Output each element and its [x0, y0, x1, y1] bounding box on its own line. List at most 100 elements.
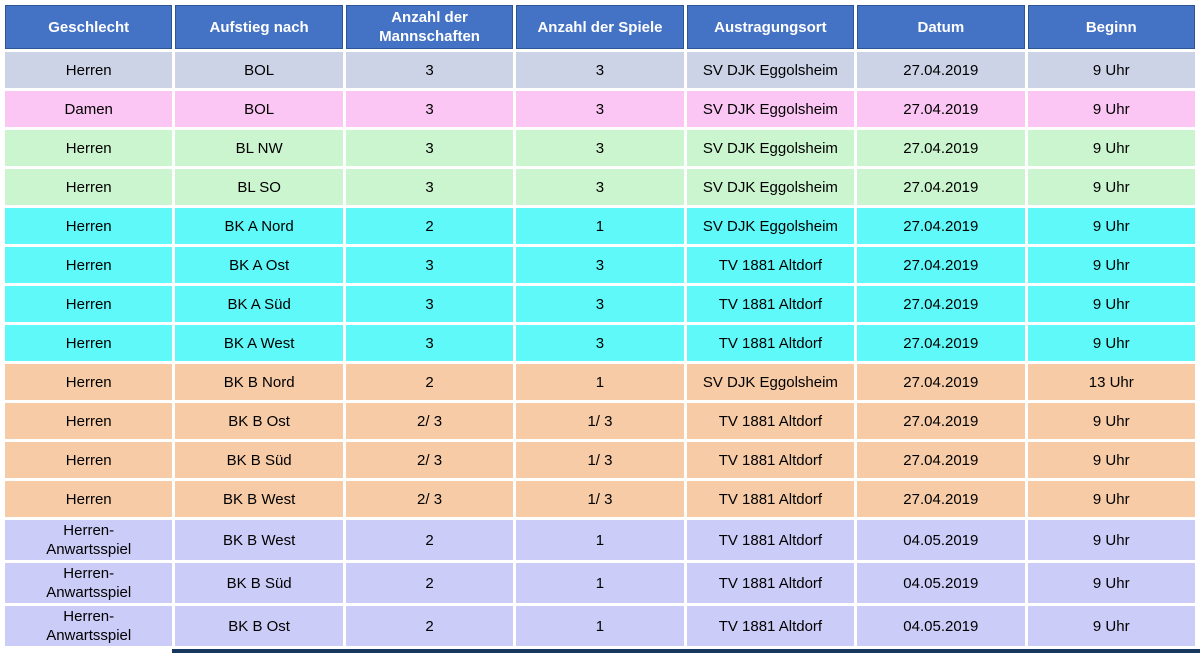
cell-datum: 04.05.2019	[857, 520, 1025, 560]
cell-austragungsort: SV DJK Eggolsheim	[686, 208, 855, 244]
cell-aufstieg-nach: BL NW	[175, 130, 343, 166]
cell-geschlecht: Herren- Anwartsspiel	[5, 606, 173, 646]
cell-anzahl-mannschaften: 2	[345, 208, 514, 244]
cell-anzahl-spiele: 3	[516, 130, 684, 166]
cell-datum: 04.05.2019	[857, 563, 1025, 603]
cell-beginn: 9 Uhr	[1027, 403, 1195, 439]
cell-datum: 27.04.2019	[857, 91, 1025, 127]
cell-aufstieg-nach: BL SO	[175, 169, 343, 205]
cell-datum: 27.04.2019	[857, 442, 1025, 478]
cell-geschlecht: Herren	[5, 481, 173, 517]
column-header-datum: Datum	[857, 5, 1025, 49]
cell-beginn: 9 Uhr	[1027, 481, 1195, 517]
cell-beginn: 9 Uhr	[1027, 563, 1195, 603]
cell-anzahl-spiele: 1/ 3	[516, 403, 684, 439]
cell-aufstieg-nach: BK B West	[175, 520, 343, 560]
cell-geschlecht: Herren- Anwartsspiel	[5, 520, 173, 560]
table-row: Herren BOL 3 3 SV DJK Eggolsheim 27.04.2…	[5, 52, 1195, 88]
cell-austragungsort: TV 1881 Altdorf	[686, 403, 855, 439]
cell-anzahl-spiele: 1	[516, 563, 684, 603]
column-header-geschlecht: Geschlecht	[5, 5, 173, 49]
next-table-header-cutoff-bar	[172, 649, 1200, 653]
cell-geschlecht: Herren	[5, 169, 173, 205]
column-header-austragungsort: Austragungsort	[686, 5, 855, 49]
column-header-anzahl-mannschaften: Anzahl der Mannschaften	[345, 5, 514, 49]
cell-beginn: 9 Uhr	[1027, 606, 1195, 646]
cell-anzahl-spiele: 3	[516, 91, 684, 127]
cell-beginn: 9 Uhr	[1027, 91, 1195, 127]
cell-anzahl-spiele: 3	[516, 247, 684, 283]
cell-anzahl-mannschaften: 2	[345, 606, 514, 646]
table-row: Herren BK A Nord 2 1 SV DJK Eggolsheim 2…	[5, 208, 1195, 244]
cell-geschlecht: Herren	[5, 130, 173, 166]
cell-datum: 27.04.2019	[857, 130, 1025, 166]
column-header-aufstieg-nach: Aufstieg nach	[175, 5, 343, 49]
cell-austragungsort: TV 1881 Altdorf	[686, 286, 855, 322]
promotion-schedule-table: Geschlecht Aufstieg nach Anzahl der Mann…	[2, 2, 1198, 649]
cell-anzahl-mannschaften: 3	[345, 286, 514, 322]
cell-aufstieg-nach: BK A Nord	[175, 208, 343, 244]
cell-datum: 27.04.2019	[857, 286, 1025, 322]
cell-anzahl-mannschaften: 2/ 3	[345, 403, 514, 439]
cell-austragungsort: SV DJK Eggolsheim	[686, 169, 855, 205]
cell-anzahl-mannschaften: 2	[345, 563, 514, 603]
table-row: Damen BOL 3 3 SV DJK Eggolsheim 27.04.20…	[5, 91, 1195, 127]
header-row: Geschlecht Aufstieg nach Anzahl der Mann…	[5, 5, 1195, 49]
cell-datum: 04.05.2019	[857, 606, 1025, 646]
cell-aufstieg-nach: BK B Ost	[175, 606, 343, 646]
table-row: Herren BK A Süd 3 3 TV 1881 Altdorf 27.0…	[5, 286, 1195, 322]
cell-datum: 27.04.2019	[857, 481, 1025, 517]
cell-austragungsort: TV 1881 Altdorf	[686, 481, 855, 517]
table-row: Herren BK B Ost 2/ 3 1/ 3 TV 1881 Altdor…	[5, 403, 1195, 439]
cell-austragungsort: TV 1881 Altdorf	[686, 442, 855, 478]
table-row: Herren BK A West 3 3 TV 1881 Altdorf 27.…	[5, 325, 1195, 361]
cell-aufstieg-nach: BK A Ost	[175, 247, 343, 283]
cell-beginn: 9 Uhr	[1027, 208, 1195, 244]
table-row: Herren BK B Nord 2 1 SV DJK Eggolsheim 2…	[5, 364, 1195, 400]
cell-beginn: 9 Uhr	[1027, 169, 1195, 205]
cell-datum: 27.04.2019	[857, 325, 1025, 361]
cell-anzahl-mannschaften: 2/ 3	[345, 442, 514, 478]
cell-beginn: 9 Uhr	[1027, 52, 1195, 88]
cell-geschlecht: Herren	[5, 442, 173, 478]
cell-anzahl-spiele: 3	[516, 169, 684, 205]
cell-datum: 27.04.2019	[857, 208, 1025, 244]
column-header-beginn: Beginn	[1027, 5, 1195, 49]
table-row: Herren BK B Süd 2/ 3 1/ 3 TV 1881 Altdor…	[5, 442, 1195, 478]
cell-anzahl-spiele: 1/ 3	[516, 442, 684, 478]
cell-austragungsort: TV 1881 Altdorf	[686, 606, 855, 646]
cell-anzahl-spiele: 3	[516, 286, 684, 322]
cell-beginn: 13 Uhr	[1027, 364, 1195, 400]
cell-anzahl-mannschaften: 3	[345, 91, 514, 127]
cell-anzahl-spiele: 1	[516, 606, 684, 646]
cell-geschlecht: Herren	[5, 364, 173, 400]
table-row: Herren BK A Ost 3 3 TV 1881 Altdorf 27.0…	[5, 247, 1195, 283]
cell-anzahl-mannschaften: 3	[345, 130, 514, 166]
cell-geschlecht: Herren	[5, 247, 173, 283]
cell-anzahl-mannschaften: 3	[345, 52, 514, 88]
cell-geschlecht: Herren	[5, 286, 173, 322]
cell-aufstieg-nach: BK B Nord	[175, 364, 343, 400]
cell-austragungsort: SV DJK Eggolsheim	[686, 52, 855, 88]
cell-aufstieg-nach: BK B Ost	[175, 403, 343, 439]
cell-aufstieg-nach: BK B Süd	[175, 563, 343, 603]
cell-aufstieg-nach: BOL	[175, 91, 343, 127]
cell-austragungsort: SV DJK Eggolsheim	[686, 91, 855, 127]
cell-austragungsort: SV DJK Eggolsheim	[686, 130, 855, 166]
cell-austragungsort: TV 1881 Altdorf	[686, 520, 855, 560]
cell-anzahl-mannschaften: 3	[345, 169, 514, 205]
cell-geschlecht: Herren	[5, 325, 173, 361]
cell-anzahl-spiele: 1	[516, 364, 684, 400]
table-row: Herren BL SO 3 3 SV DJK Eggolsheim 27.04…	[5, 169, 1195, 205]
cell-austragungsort: TV 1881 Altdorf	[686, 247, 855, 283]
cell-datum: 27.04.2019	[857, 247, 1025, 283]
cell-beginn: 9 Uhr	[1027, 130, 1195, 166]
cell-geschlecht: Damen	[5, 91, 173, 127]
cell-anzahl-spiele: 1	[516, 520, 684, 560]
cell-aufstieg-nach: BK A Süd	[175, 286, 343, 322]
cell-austragungsort: TV 1881 Altdorf	[686, 325, 855, 361]
table-row: Herren- Anwartsspiel BK B Süd 2 1 TV 188…	[5, 563, 1195, 603]
cell-datum: 27.04.2019	[857, 364, 1025, 400]
cell-anzahl-spiele: 3	[516, 325, 684, 361]
cell-anzahl-spiele: 1/ 3	[516, 481, 684, 517]
